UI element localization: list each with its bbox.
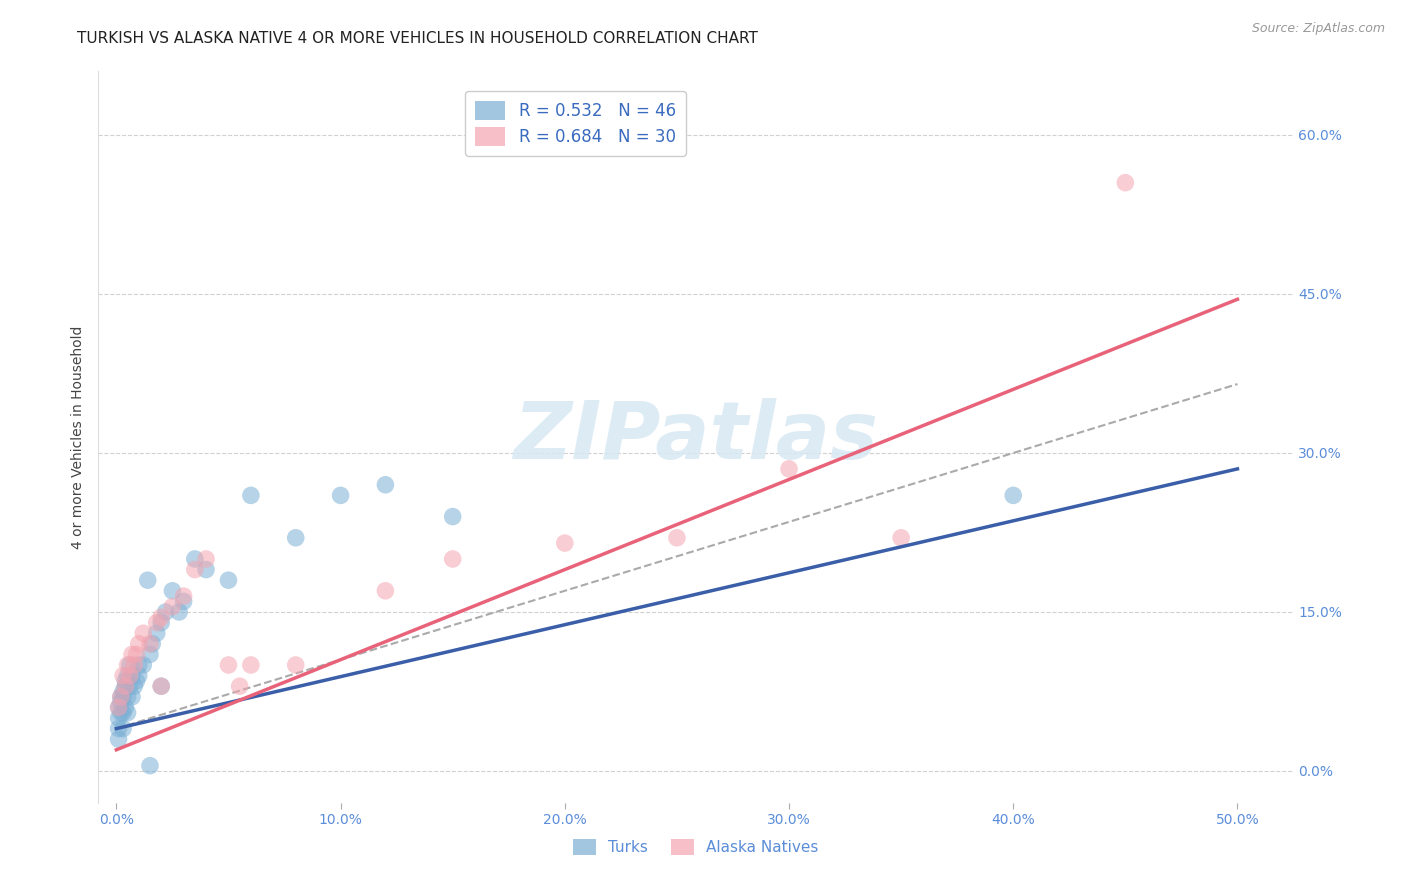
Point <box>112 706 135 720</box>
Text: ZIPatlas: ZIPatlas <box>513 398 879 476</box>
Point <box>110 695 132 709</box>
Point <box>155 605 177 619</box>
Point <box>117 690 139 704</box>
Point <box>284 531 307 545</box>
Point <box>441 509 464 524</box>
Point <box>173 594 195 608</box>
Point <box>139 637 162 651</box>
Point <box>136 573 159 587</box>
Point <box>117 658 139 673</box>
Point <box>107 722 129 736</box>
Point <box>1114 176 1136 190</box>
Point <box>114 679 136 693</box>
Point <box>112 684 135 698</box>
Point <box>162 583 184 598</box>
Point <box>374 583 396 598</box>
Point <box>110 690 132 704</box>
Point <box>217 658 239 673</box>
Point <box>132 658 155 673</box>
Point <box>150 679 173 693</box>
Y-axis label: 4 or more Vehicles in Household: 4 or more Vehicles in Household <box>70 326 84 549</box>
Point <box>374 477 396 491</box>
Point <box>1002 488 1025 502</box>
Point <box>162 599 184 614</box>
Point <box>139 758 162 772</box>
Point <box>124 679 146 693</box>
Point <box>890 531 912 545</box>
Point <box>107 732 129 747</box>
Point <box>554 536 576 550</box>
Point <box>107 700 129 714</box>
Legend: Turks, Alaska Natives: Turks, Alaska Natives <box>567 833 825 861</box>
Point <box>114 700 136 714</box>
Text: TURKISH VS ALASKA NATIVE 4 OR MORE VEHICLES IN HOUSEHOLD CORRELATION CHART: TURKISH VS ALASKA NATIVE 4 OR MORE VEHIC… <box>77 31 758 46</box>
Point <box>128 637 150 651</box>
Point <box>228 679 250 693</box>
Point <box>118 679 141 693</box>
Point <box>107 700 129 714</box>
Point <box>132 626 155 640</box>
Point <box>150 679 173 693</box>
Point <box>139 648 162 662</box>
Point <box>128 668 150 682</box>
Point <box>114 673 136 688</box>
Point <box>125 648 148 662</box>
Point <box>195 552 218 566</box>
Point <box>145 626 167 640</box>
Point <box>184 563 207 577</box>
Point <box>112 690 135 704</box>
Point <box>441 552 464 566</box>
Point <box>239 658 262 673</box>
Point <box>114 679 136 693</box>
Point <box>665 531 688 545</box>
Point <box>117 706 139 720</box>
Point <box>167 605 190 619</box>
Point <box>329 488 352 502</box>
Point <box>112 668 135 682</box>
Point <box>118 668 141 682</box>
Point <box>145 615 167 630</box>
Point <box>173 589 195 603</box>
Point <box>217 573 239 587</box>
Point <box>112 722 135 736</box>
Point <box>778 462 800 476</box>
Point <box>284 658 307 673</box>
Point <box>121 690 143 704</box>
Point <box>128 658 150 673</box>
Point <box>150 615 173 630</box>
Point <box>110 690 132 704</box>
Point <box>107 711 129 725</box>
Text: Source: ZipAtlas.com: Source: ZipAtlas.com <box>1251 22 1385 36</box>
Point <box>141 637 163 651</box>
Point <box>110 706 132 720</box>
Point <box>125 673 148 688</box>
Point <box>184 552 207 566</box>
Point <box>118 658 141 673</box>
Point <box>121 648 143 662</box>
Point <box>150 610 173 624</box>
Point <box>239 488 262 502</box>
Point <box>195 563 218 577</box>
Point <box>124 658 146 673</box>
Point <box>117 668 139 682</box>
Point <box>121 668 143 682</box>
